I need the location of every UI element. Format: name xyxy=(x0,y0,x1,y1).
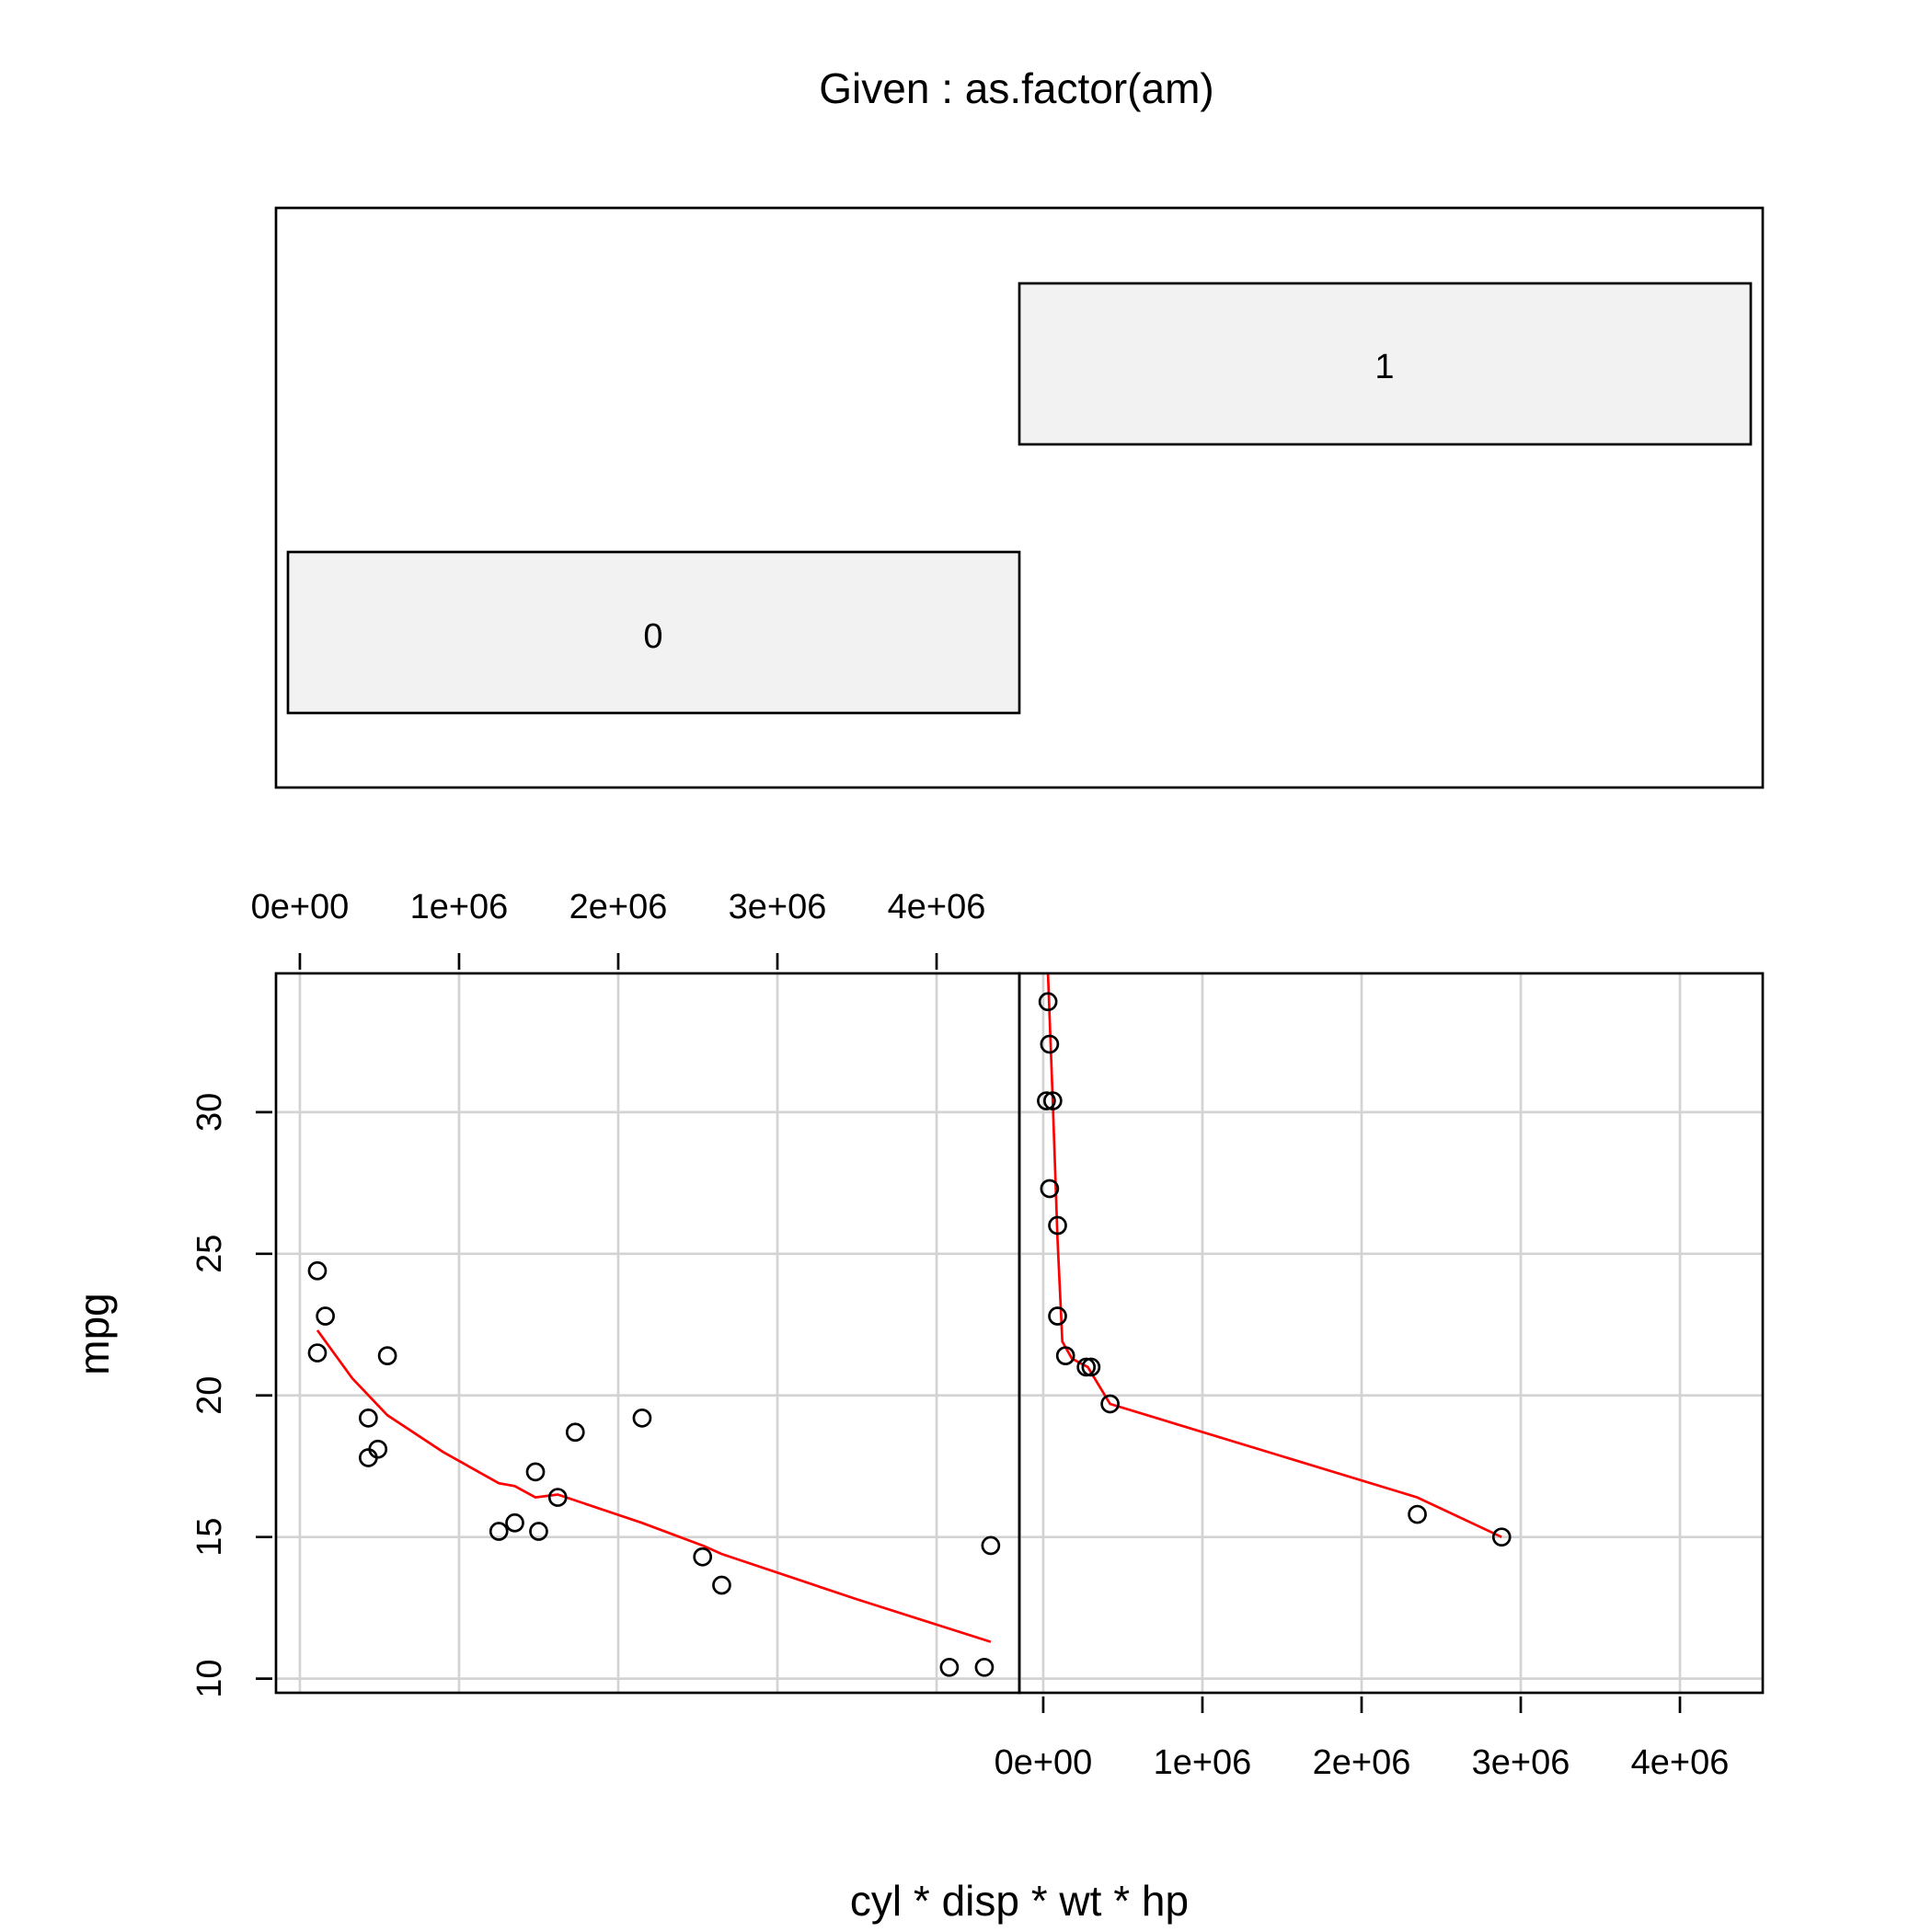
data-point xyxy=(525,1462,546,1482)
data-point xyxy=(693,1547,713,1567)
given-bar-0 xyxy=(286,550,1021,715)
data-point xyxy=(489,1522,509,1541)
data-point xyxy=(307,1260,328,1281)
scatter-panel-am-1: 0e+00 1e+06 2e+06 3e+06 4e+06 xyxy=(995,972,1765,1782)
data-point xyxy=(1491,1527,1512,1547)
data-point xyxy=(359,1448,378,1467)
smooth-curve xyxy=(1046,972,1502,1538)
data-point xyxy=(1408,1504,1427,1524)
data-point xyxy=(632,1409,652,1428)
x-axis-title: cyl * disp * wt * hp xyxy=(850,1877,1189,1925)
data-point xyxy=(307,1343,328,1363)
data-point xyxy=(1055,1346,1075,1365)
data-point xyxy=(939,1657,960,1677)
y-tick-label: 15 xyxy=(190,1518,229,1557)
data-point xyxy=(505,1512,524,1533)
data-point xyxy=(1040,1034,1060,1054)
data-point xyxy=(1076,1357,1097,1377)
data-point xyxy=(377,1346,397,1365)
given-bar-level-1: 1 xyxy=(1018,282,1753,446)
x-tick-label: 3e+06 xyxy=(1472,1743,1570,1782)
x-tick-label: 2e+06 xyxy=(569,888,668,926)
y-axis-title: mpg xyxy=(70,1293,118,1374)
x-tick-label: 1e+06 xyxy=(1154,1743,1252,1782)
given-label-0: 0 xyxy=(643,617,662,656)
data-point xyxy=(1038,992,1058,1012)
x-tick-label: 0e+00 xyxy=(995,1743,1093,1782)
scatter-panel-am-0: 0e+00 1e+06 2e+06 3e+06 4e+06 10 15 20 25 30 xyxy=(190,888,1021,1698)
given-label-1: 1 xyxy=(1374,348,1394,386)
y-tick-label: 10 xyxy=(190,1659,229,1697)
data-point xyxy=(1042,1091,1063,1110)
data-point xyxy=(1040,1179,1060,1199)
given-bar-1 xyxy=(1018,282,1753,446)
data-point xyxy=(565,1422,585,1443)
data-point xyxy=(359,1409,378,1428)
y-tick-label: 30 xyxy=(190,1093,229,1132)
panel-frame xyxy=(1018,972,1765,1695)
smooth-curve xyxy=(316,1329,992,1643)
x-tick-label: 0e+00 xyxy=(251,888,350,926)
given-bar-level-0: 0 xyxy=(286,550,1021,715)
y-tick-label: 20 xyxy=(190,1376,229,1415)
data-point xyxy=(1081,1357,1101,1377)
data-point xyxy=(1048,1215,1067,1236)
data-point xyxy=(1048,1306,1067,1326)
x-tick-label: 2e+06 xyxy=(1313,1743,1411,1782)
x-tick-label: 4e+06 xyxy=(1631,1743,1730,1782)
x-tick-label: 3e+06 xyxy=(729,888,827,926)
data-point xyxy=(1037,1091,1056,1110)
data-point xyxy=(547,1488,568,1507)
data-point xyxy=(974,1657,995,1677)
panel-frame xyxy=(274,972,1021,1695)
data-point xyxy=(529,1522,548,1541)
data-point xyxy=(712,1575,731,1595)
given-title: Given : as.factor(am) xyxy=(819,64,1213,112)
x-tick-label: 4e+06 xyxy=(888,888,986,926)
given-panel-frame xyxy=(274,206,1765,789)
data-point xyxy=(981,1535,1001,1556)
data-point xyxy=(1100,1394,1120,1414)
y-tick-label: 25 xyxy=(190,1235,229,1273)
data-point xyxy=(316,1306,335,1326)
x-tick-label: 1e+06 xyxy=(410,888,509,926)
